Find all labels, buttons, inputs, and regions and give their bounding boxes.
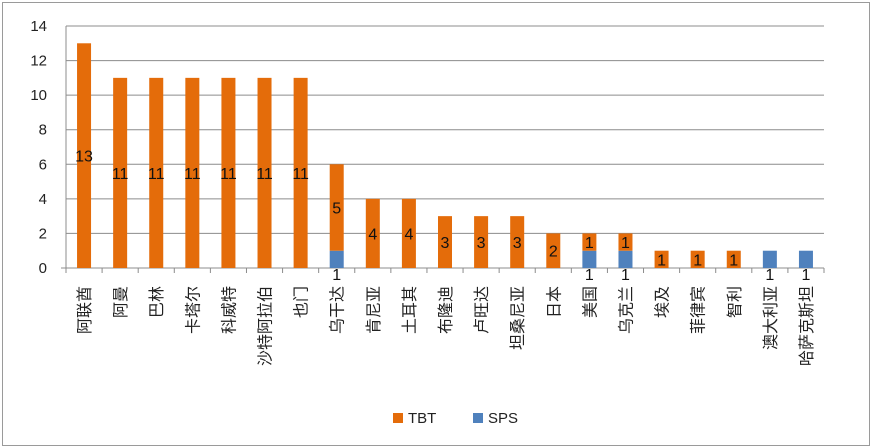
bar-tbt [690, 250, 705, 268]
x-category-label: 卡塔尔 [183, 286, 202, 334]
data-label-tbt: 13 [75, 149, 93, 166]
x-category-label: 美国 [580, 286, 599, 318]
data-label-sps: 1 [332, 267, 341, 284]
bar-tbt [185, 77, 200, 268]
x-category-label: 科威特 [219, 286, 238, 334]
x-category-label: 巴林 [147, 286, 166, 318]
data-label-tbt: 4 [368, 226, 377, 243]
x-category-label: 阿曼 [111, 286, 130, 318]
y-tick-label: 10 [30, 87, 47, 104]
bar-tbt [438, 216, 452, 268]
data-label-tbt: 1 [657, 252, 666, 269]
bar-tbt [726, 250, 741, 268]
data-label-tbt: 2 [549, 244, 558, 261]
data-label-tbt: 3 [513, 235, 522, 252]
y-tick-label: 4 [39, 191, 47, 208]
bar-tbt [329, 164, 344, 251]
y-axis-ticks: 0 2 4 6 8 10 12 14 [30, 18, 47, 277]
x-category-label: 阿联酋 [75, 286, 94, 334]
data-label-tbt: 3 [441, 235, 450, 252]
y-tick-label: 2 [39, 225, 47, 242]
bar-sps [762, 250, 777, 268]
x-axis-categories: 阿联酋 阿曼 巴林 卡塔尔 科威特 沙特阿拉伯 也门 乌干达 肯尼亚 土耳其 布隆迪 卢旺达 坦桑尼亚日… [75, 286, 816, 366]
bar-tbt [401, 198, 416, 268]
bar-tbt [221, 77, 236, 268]
data-label-sps: 1 [801, 267, 810, 284]
bar-tbt [149, 77, 164, 268]
bar-tbt [546, 233, 561, 268]
data-label-tbt: 11 [148, 166, 165, 183]
bar-sps [618, 250, 633, 268]
x-category-label: 肯尼亚 [364, 286, 383, 334]
y-tick-label: 12 [30, 53, 47, 70]
data-label-tbt: 11 [256, 166, 273, 183]
data-label-tbt: 3 [477, 235, 486, 252]
bars [77, 43, 813, 269]
data-label-tbt: 1 [729, 252, 738, 269]
x-category-label: 坦桑尼亚 [508, 286, 527, 350]
y-tick-label: 0 [39, 260, 47, 277]
data-label-tbt: 1 [585, 235, 594, 252]
data-label-sps: 1 [621, 267, 630, 284]
data-label-tbt: 11 [220, 166, 237, 183]
legend-swatch-tbt [393, 413, 403, 423]
data-label-tbt: 1 [621, 235, 630, 252]
x-category-label: 布隆迪 [436, 286, 455, 334]
bar-tbt [257, 77, 272, 268]
x-category-label: 乌克兰 [616, 286, 635, 334]
x-category-label: 智利 [725, 286, 744, 318]
legend-label-sps: SPS [488, 410, 518, 427]
data-label-tbt: 1 [693, 252, 702, 269]
bar-tbt [365, 198, 380, 268]
y-tick-label: 6 [39, 156, 47, 173]
x-category-label: 菲律宾 [689, 286, 708, 334]
x-category-label: 土耳其 [400, 286, 419, 334]
bar-tbt [618, 233, 633, 251]
bar-tbt [582, 233, 597, 251]
bar-tbt [293, 77, 308, 268]
bar-tbt [113, 77, 128, 268]
y-tick-label: 14 [30, 18, 47, 35]
data-label-sps: 1 [585, 267, 594, 284]
y-tick-label: 8 [39, 122, 47, 139]
x-category-label: 卢旺达 [472, 286, 491, 334]
x-category-label: 也门 [292, 286, 311, 318]
legend: TBT SPS [393, 410, 518, 427]
legend-swatch-sps [473, 413, 483, 423]
x-category-label: 哈萨克斯坦 [797, 286, 816, 366]
x-category-label: 日本 [544, 286, 563, 318]
data-label-tbt: 11 [292, 166, 309, 183]
data-label-tbt: 11 [112, 166, 129, 183]
x-category-label: 沙特阿拉伯 [256, 286, 275, 366]
x-category-label: 乌干达 [328, 286, 347, 334]
data-label-sps: 1 [765, 267, 774, 284]
bar-sps [582, 250, 597, 268]
bar-sps [798, 250, 813, 268]
data-label-tbt: 5 [332, 201, 341, 218]
x-category-label: 澳大利亚 [761, 286, 780, 350]
legend-label-tbt: TBT [408, 410, 436, 427]
bar-sps [329, 250, 344, 268]
bar-tbt [77, 43, 92, 269]
bar-tbt [510, 216, 525, 268]
data-label-tbt: 4 [404, 226, 413, 243]
x-category-label: 埃及 [653, 286, 672, 318]
data-label-tbt: 11 [184, 166, 201, 183]
bar-tbt [474, 216, 489, 268]
bar-tbt [654, 250, 669, 268]
